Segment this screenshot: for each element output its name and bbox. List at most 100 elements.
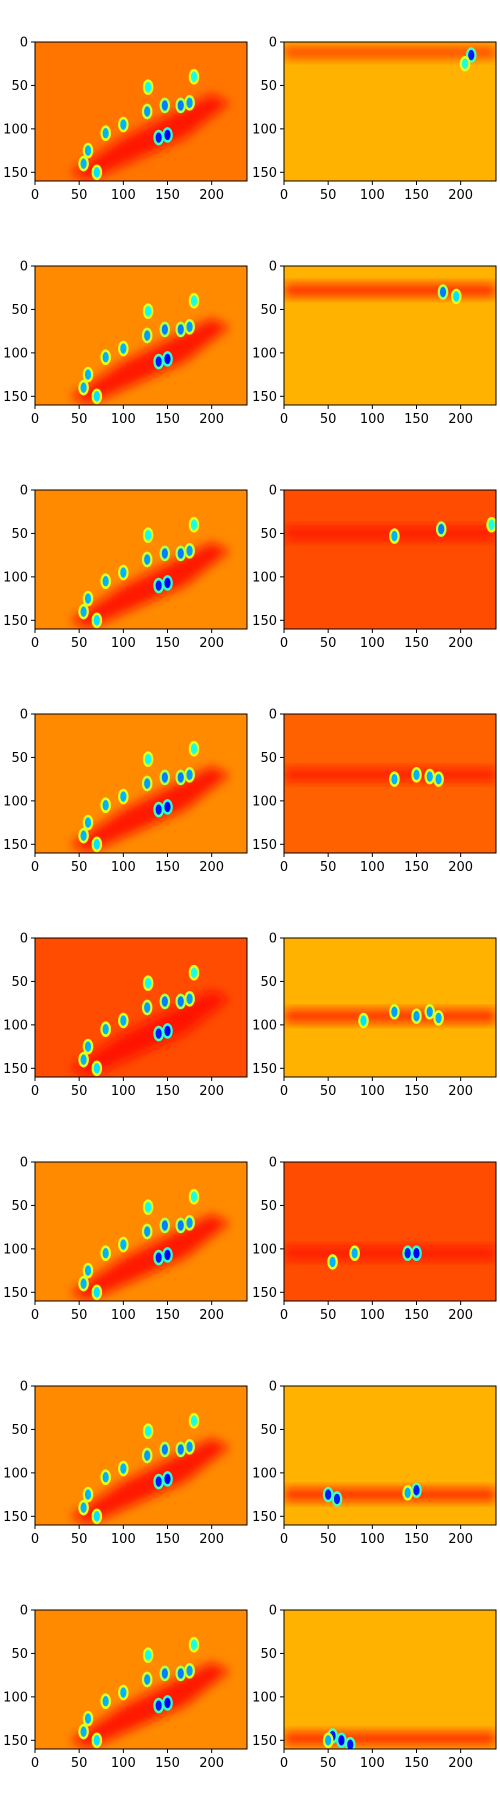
x-tick-label: 50 [71, 1532, 88, 1547]
blob-core [161, 324, 168, 335]
axes-frame [283, 1161, 497, 1302]
blob-core [120, 791, 127, 802]
y-tick-label: 150 [3, 1734, 28, 1749]
heatmap-image [284, 266, 496, 405]
blob-core [80, 1278, 87, 1289]
y-tick-label: 100 [252, 1466, 277, 1481]
blob-core [453, 291, 460, 302]
x-tick-label: 200 [448, 636, 473, 651]
blob-core [155, 1252, 162, 1263]
y-tick-label: 50 [260, 751, 277, 766]
blob-core [80, 158, 87, 169]
blob-core [186, 545, 193, 557]
y-tick-label: 100 [3, 570, 28, 585]
blob-core [93, 1287, 100, 1298]
y-tick-label: 0 [269, 36, 277, 51]
x-tick-label: 0 [31, 188, 39, 203]
x-tick-label: 0 [280, 1084, 288, 1099]
y-tick-label: 50 [11, 1423, 28, 1438]
y-tick-label: 100 [3, 1242, 28, 1257]
blob-core [333, 1493, 341, 1505]
y-tick-label: 150 [3, 390, 28, 405]
y-tick-label: 100 [3, 794, 28, 809]
activation-band [284, 1488, 496, 1501]
blob-core [347, 1739, 354, 1749]
blob-core [120, 1687, 127, 1698]
x-tick-label: 50 [71, 860, 88, 875]
y-tick-label: 150 [252, 1734, 277, 1749]
blob-core [80, 1726, 87, 1737]
blob-core [161, 996, 168, 1007]
blob-core [190, 1415, 198, 1426]
blob-core [84, 145, 92, 156]
panel-r4-right: 0 50 100 150 200 0 50 100 150 [252, 708, 497, 875]
axes-frame [283, 1609, 497, 1750]
blob-core [155, 356, 162, 367]
y-tick-label: 0 [269, 1156, 277, 1171]
blob-core [144, 529, 152, 541]
panel-r8-left: 0 50 100 150 200 0 50 100 150 [3, 1604, 248, 1771]
heatmap-image [35, 266, 247, 405]
heatmap-image [284, 1386, 496, 1525]
y-tick-label: 150 [3, 1062, 28, 1077]
blob-core [164, 577, 171, 589]
heatmap-background [284, 714, 496, 853]
axes-frame [34, 713, 248, 854]
blob-core [80, 1054, 87, 1065]
x-tick-label: 200 [448, 1532, 473, 1547]
x-tick-label: 200 [448, 860, 473, 875]
y-tick-label: 0 [269, 1604, 277, 1619]
blob-core [144, 1425, 152, 1437]
blob-core [93, 391, 100, 402]
x-tick-label: 200 [448, 188, 473, 203]
x-tick-label: 200 [199, 1308, 224, 1323]
blob-core [426, 771, 433, 782]
blob-core [144, 1002, 151, 1013]
x-tick-label: 0 [280, 860, 288, 875]
y-tick-label: 0 [20, 1380, 28, 1395]
x-tick-label: 50 [71, 1756, 88, 1771]
activation-band [284, 1247, 496, 1260]
blob-core [177, 1668, 184, 1679]
blob-core [80, 606, 87, 617]
blob-core [329, 1256, 336, 1268]
x-tick-label: 100 [111, 860, 136, 875]
blob-core [155, 1476, 162, 1487]
y-tick-label: 0 [20, 1604, 28, 1619]
axes-frame [34, 937, 248, 1078]
blob-core [426, 1006, 433, 1018]
blob-core [144, 1450, 151, 1461]
activation-band [70, 1662, 230, 1749]
x-tick-label: 0 [280, 188, 288, 203]
heatmap-image [35, 1386, 247, 1525]
y-tick-label: 100 [252, 794, 277, 809]
x-tick-label: 0 [280, 412, 288, 427]
y-tick-label: 0 [20, 484, 28, 499]
blob-core [164, 1697, 171, 1709]
activation-band [70, 542, 230, 629]
blob-core [360, 1015, 367, 1026]
blob-core [120, 1239, 127, 1250]
blob-core [144, 106, 151, 117]
blob-core [190, 743, 198, 754]
y-tick-label: 0 [269, 708, 277, 723]
blob-core [120, 567, 127, 578]
y-tick-label: 100 [3, 1690, 28, 1705]
blob-core [177, 100, 184, 111]
blob-core [120, 119, 127, 130]
y-tick-label: 100 [252, 1690, 277, 1705]
blob-core [186, 1441, 193, 1453]
y-tick-label: 0 [20, 36, 28, 51]
activation-band [70, 1214, 230, 1301]
axes-frame [34, 41, 248, 182]
blob-core [144, 1674, 151, 1685]
blob-core [84, 593, 92, 604]
y-tick-label: 150 [3, 1286, 28, 1301]
x-tick-label: 50 [320, 1084, 337, 1099]
blob-core [190, 71, 198, 82]
y-tick-label: 150 [252, 614, 277, 629]
panel-r6-right: 0 50 100 150 200 0 50 100 150 [252, 1156, 497, 1323]
blob-core [164, 1473, 171, 1485]
y-tick-label: 0 [269, 484, 277, 499]
